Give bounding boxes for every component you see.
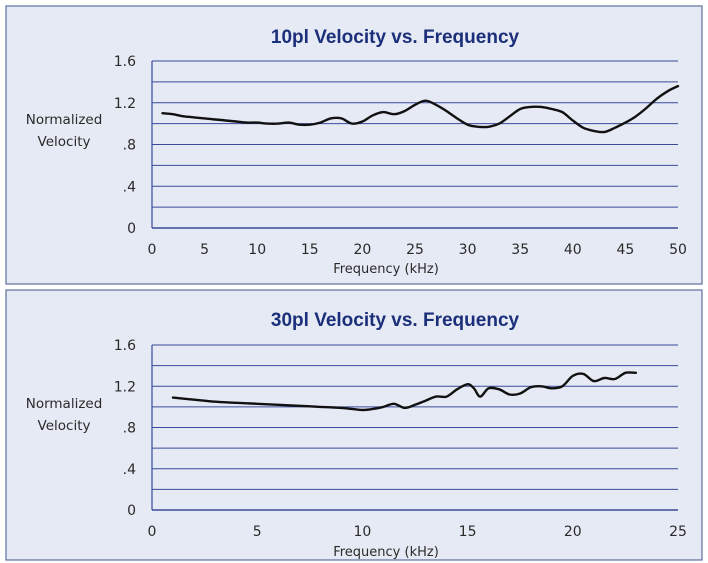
chart-1-x-tick-labels: 0 5 10 15 20 25 30 35 40 45 50: [148, 242, 687, 258]
chart-2-frame: [5, 289, 703, 561]
chart-2-x-tick-label: 5: [253, 524, 262, 540]
chart-1-x-tick-label: 0: [148, 242, 157, 258]
chart-1-velocity-line: [161, 84, 680, 134]
chart-2-velocity-line: [171, 371, 638, 412]
chart-1-x-tick-label: 15: [301, 242, 319, 258]
chart-1-x-tick-label: 25: [406, 242, 424, 258]
chart-2-x-tick-label: 15: [459, 524, 477, 540]
chart-2-xlabel: Frequency (kHz): [333, 545, 439, 560]
chart-2-y-tick-label: 1.6: [114, 338, 136, 354]
chart-2-ylabel-line-1: Normalized: [26, 396, 103, 412]
chart-1-x-tick-label: 30: [459, 242, 477, 258]
chart-1-x-tick-label: 35: [511, 242, 529, 258]
chart-1-ylabel-line-1: Normalized: [26, 112, 103, 128]
chart-1-y-tick-label: 0: [127, 221, 136, 237]
chart-1-x-tick-label: 5: [200, 242, 209, 258]
chart-1-series: [161, 84, 680, 134]
chart-1-y-tick-label: .4: [123, 179, 136, 195]
chart-2-x-tick-label: 20: [564, 524, 582, 540]
chart-2-x-tick-label: 10: [353, 524, 371, 540]
chart-1-y-tick-labels: 0 .4 .8 1.2 1.6: [114, 54, 136, 237]
chart-1-y-tick-label: 1.6: [114, 54, 136, 70]
chart-2-x-tick-label: 25: [669, 524, 687, 540]
chart-2-y-tick-label: .8: [123, 421, 136, 437]
chart-1-x-tick-label: 40: [564, 242, 582, 258]
chart-2-ylabel-line-2: Velocity: [38, 418, 91, 434]
chart-panel-1: 10pl Velocity vs. Frequency Normalized V…: [5, 5, 703, 285]
chart-1-x-tick-label: 50: [669, 242, 687, 258]
chart-1-x-tick-label: 45: [616, 242, 634, 258]
chart-2-x-tick-label: 0: [148, 524, 157, 540]
chart-1-xlabel: Frequency (kHz): [333, 262, 439, 277]
chart-1-x-tick-label: 20: [353, 242, 371, 258]
chart-1-title: 10pl Velocity vs. Frequency: [271, 27, 520, 48]
chart-panel-2: 30pl Velocity vs. Frequency Normalized V…: [5, 289, 703, 561]
chart-1-x-tick-label: 10: [248, 242, 266, 258]
chart-2-series: [171, 371, 638, 412]
chart-2-y-tick-label: 1.2: [114, 379, 136, 395]
chart-2-y-tick-label: 0: [127, 503, 136, 519]
chart-1-y-tick-label: 1.2: [114, 96, 136, 112]
chart-2-title: 30pl Velocity vs. Frequency: [271, 310, 520, 331]
chart-2-gridlines: [151, 344, 678, 511]
chart-2-x-tick-labels: 0 5 10 15 20 25: [148, 524, 687, 540]
chart-2-y-tick-labels: 0 .4 .8 1.2 1.6: [114, 338, 136, 519]
chart-1-y-tick-label: .8: [123, 138, 136, 154]
chart-1-gridlines: [151, 60, 678, 229]
chart-2-y-tick-label: .4: [123, 462, 136, 478]
chart-1-ylabel-line-2: Velocity: [38, 134, 91, 150]
